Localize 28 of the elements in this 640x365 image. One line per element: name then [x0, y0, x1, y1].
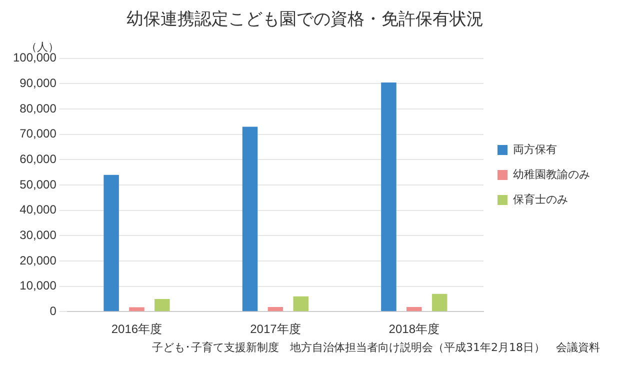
legend-label: 幼稚園教諭のみ — [513, 168, 590, 182]
text: 子ども･子育て支援新制度 地方自治体担当者向け説明会（平成31年2月18日） 会議資料 — [151, 340, 600, 355]
y-tick-label: 40,000 — [20, 202, 57, 217]
bar — [104, 174, 119, 312]
x-tick-label: 2018年度 — [388, 322, 440, 336]
y-tick-label: 20,000 — [20, 253, 57, 268]
y-tick-label: 90,000 — [20, 76, 57, 90]
y-tick-label: 50,000 — [20, 177, 57, 192]
y-tick-label: 0 — [50, 304, 57, 318]
y-tick-label: 70,000 — [20, 126, 57, 141]
y-tick-label: 10,000 — [20, 278, 57, 293]
bar — [381, 82, 396, 312]
bar — [432, 294, 448, 312]
bar — [268, 307, 284, 312]
chart-title: 幼保連携認定こども園での資格・免許保有状況 — [126, 10, 484, 30]
x-tick-label: 2017年度 — [250, 322, 301, 336]
y-tick-label: 80,000 — [20, 101, 57, 116]
y-tick-label: 60,000 — [20, 152, 57, 166]
bar — [154, 298, 170, 312]
x-tick-label: 2016年度 — [111, 322, 162, 336]
bar — [293, 296, 308, 312]
bar — [129, 307, 144, 312]
y-tick-label: 30,000 — [20, 228, 57, 242]
legend-label: 保育士のみ — [513, 193, 568, 206]
bar — [406, 307, 422, 312]
legend-label: 両方保有 — [513, 143, 557, 156]
y-axis-title: （人） — [26, 40, 59, 54]
bar — [242, 126, 258, 312]
